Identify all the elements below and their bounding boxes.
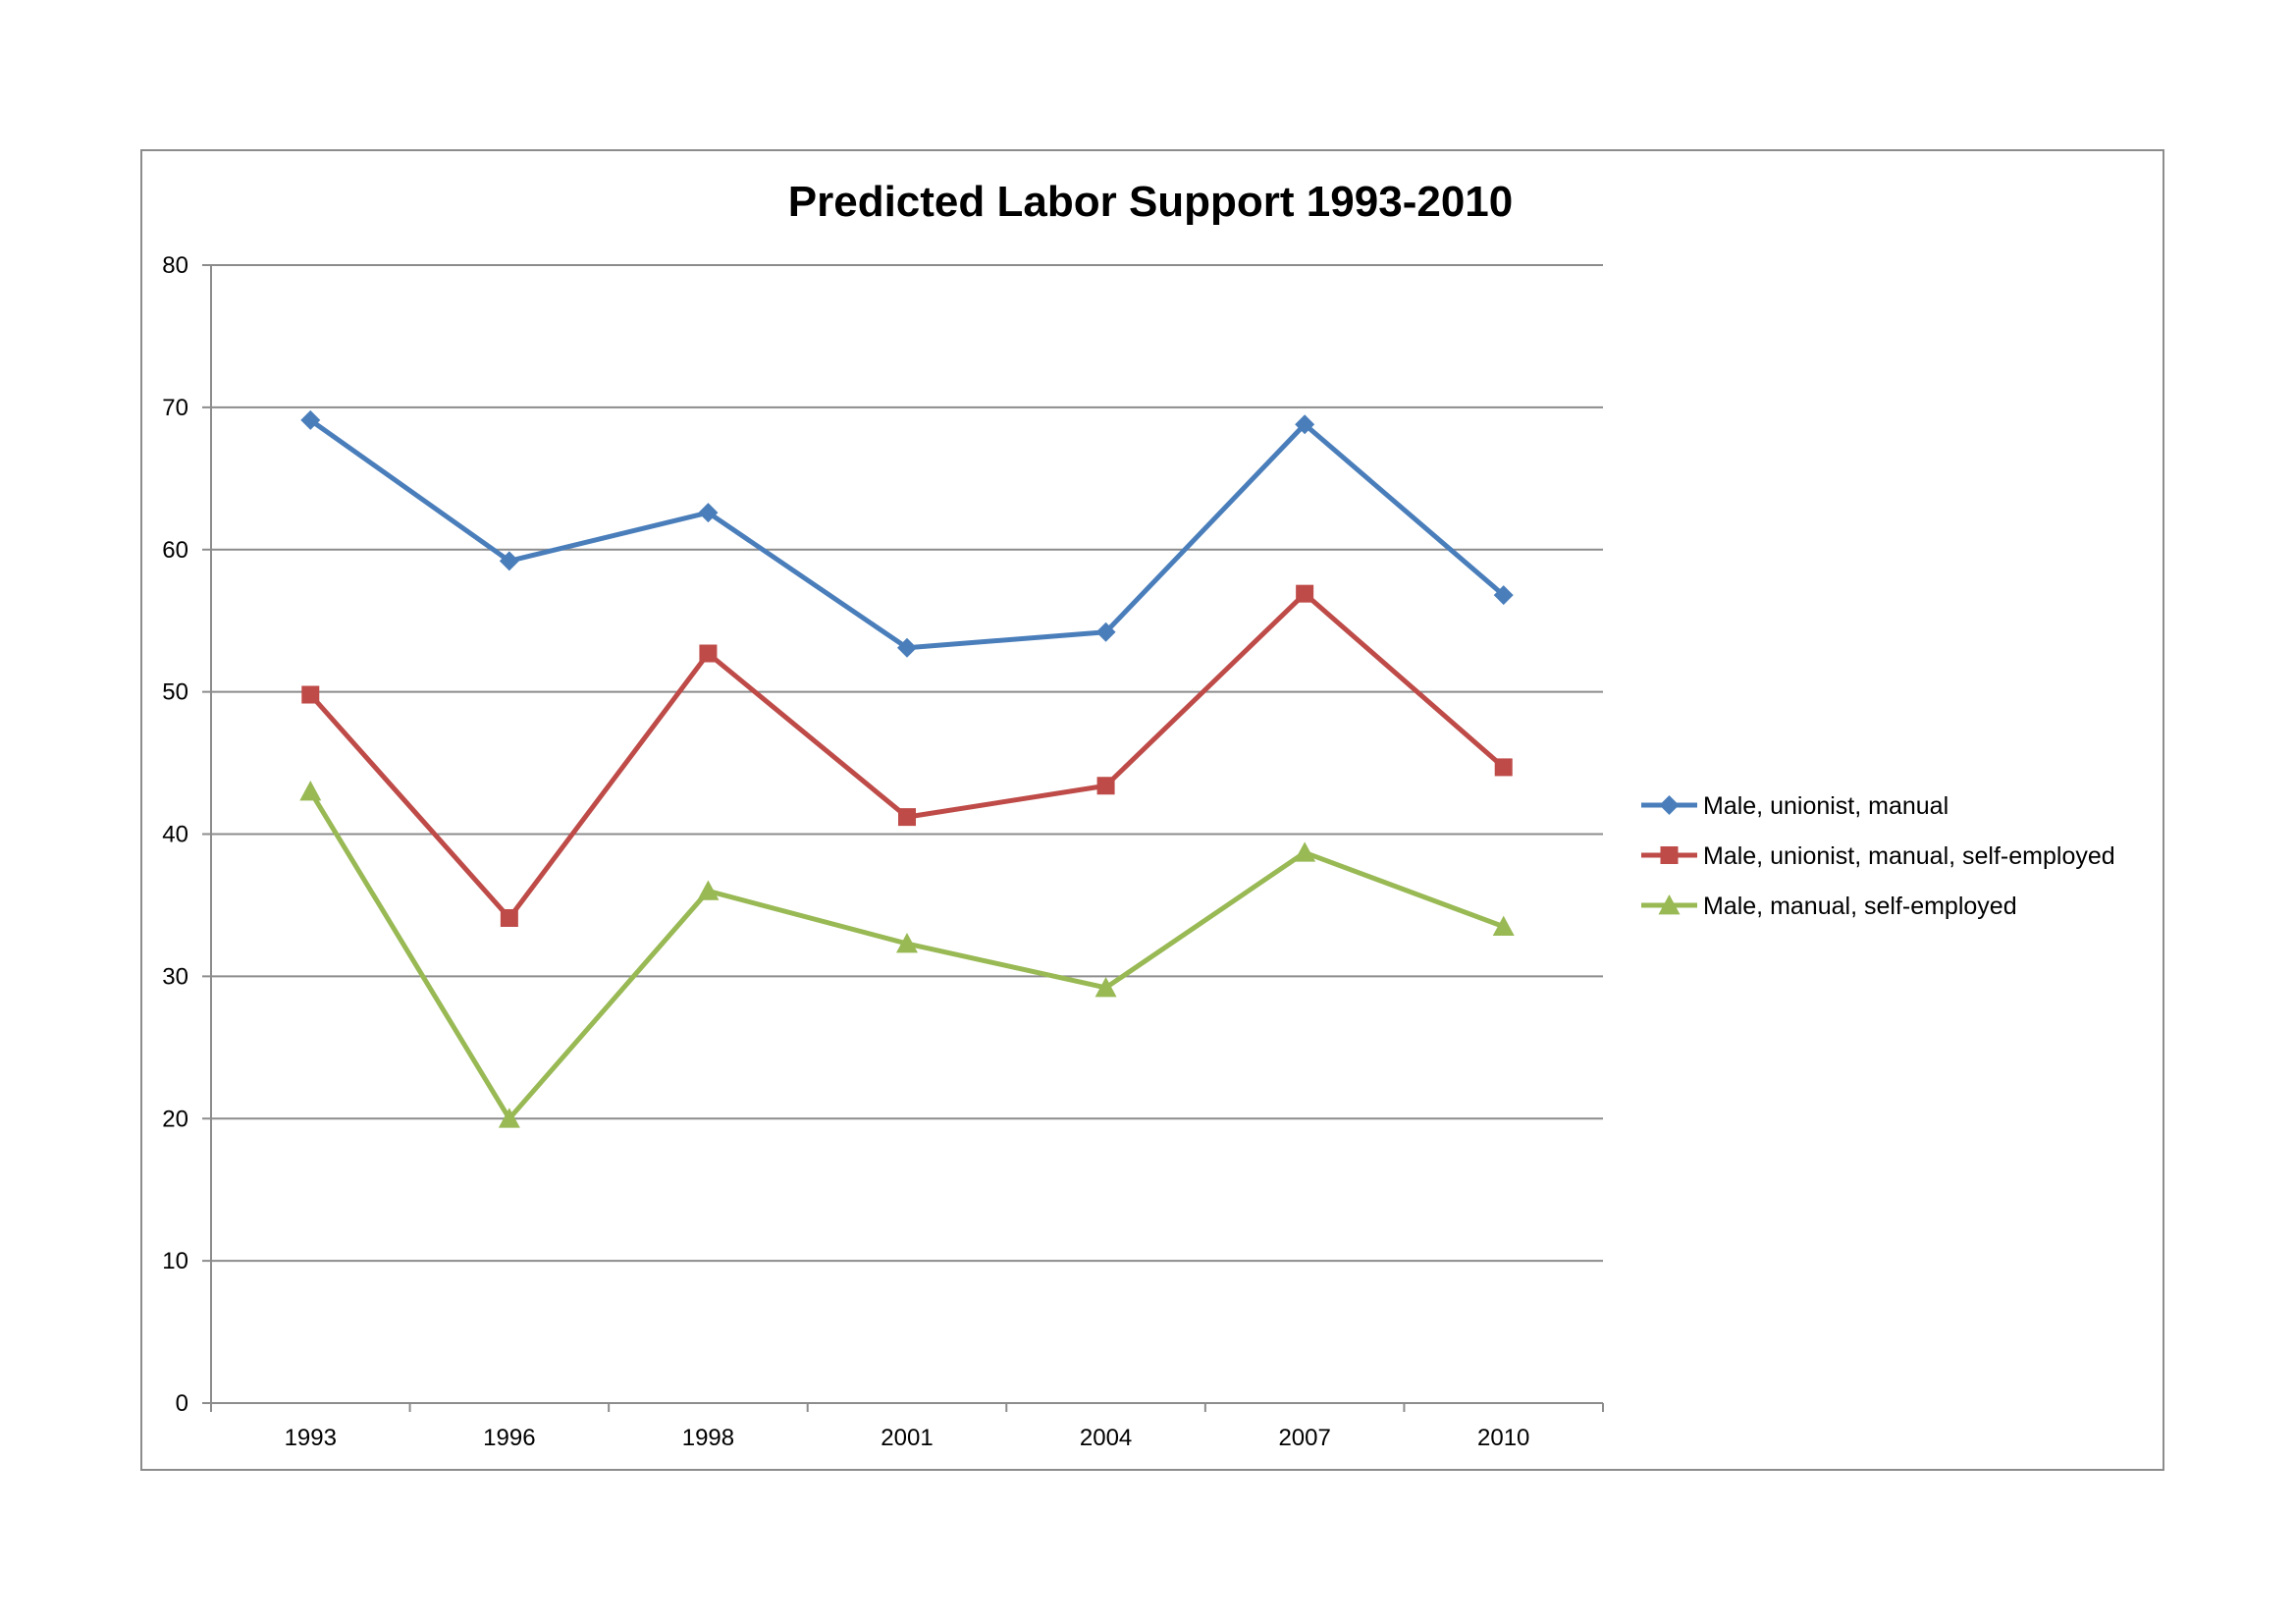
data-point-diamond — [300, 409, 321, 430]
data-point-square — [699, 644, 718, 663]
y-tick-label: 10 — [162, 1248, 188, 1274]
x-tick-label: 1993 — [285, 1425, 337, 1451]
y-tick-label: 0 — [176, 1390, 188, 1417]
data-point-diamond — [1493, 585, 1514, 606]
x-tick-label: 2001 — [881, 1425, 933, 1451]
data-point-triangle — [697, 880, 720, 900]
line-chart: Predicted Labor Support 1993-2010 0 10 20 3… — [162, 178, 2115, 1451]
y-tick-label: 30 — [162, 963, 188, 990]
y-tick-label: 20 — [162, 1106, 188, 1132]
data-point-square — [1494, 758, 1513, 777]
data-point-square — [1096, 777, 1115, 795]
data-point-square — [898, 808, 916, 827]
y-tick-label: 80 — [162, 252, 188, 279]
data-point-square — [1296, 584, 1314, 603]
data-point-triangle — [896, 933, 918, 953]
chart-title: Predicted Labor Support 1993-2010 — [788, 178, 1513, 226]
legend-entry: Male, manual, self-employed — [1641, 893, 2017, 920]
data-point-triangle — [1658, 894, 1681, 915]
data-point-triangle — [1492, 915, 1515, 937]
series-line — [307, 788, 1507, 1121]
data-point-diamond — [1659, 795, 1680, 815]
series-triangle — [299, 781, 1515, 1128]
y-tick-label: 40 — [162, 822, 188, 848]
data-point-square — [500, 908, 518, 927]
data-point-triangle — [1095, 976, 1117, 998]
series-group — [299, 409, 1515, 1128]
y-tick-label: 50 — [162, 679, 188, 706]
data-point-square — [1660, 846, 1679, 864]
x-tick-label: 1998 — [682, 1425, 734, 1451]
data-point-diamond — [1095, 622, 1116, 642]
y-tick-label: 60 — [162, 537, 188, 564]
series-square — [301, 584, 1513, 927]
series-diamond — [300, 409, 1514, 658]
x-tick-label: 2010 — [1477, 1425, 1529, 1451]
data-point-square — [301, 685, 320, 704]
axes: 0 10 20 30 40 50 60 70 80 1993 1996 1998 2001 2004 200… — [162, 252, 1604, 1451]
data-point-triangle — [498, 1108, 520, 1128]
legend: Male, unionist, manual Male, unionist, ma… — [1641, 792, 2115, 920]
data-point-diamond — [1295, 414, 1315, 435]
data-point-triangle — [1294, 841, 1316, 862]
legend-entry: Male, unionist, manual — [1641, 792, 1949, 820]
legend-label: Male, unionist, manual, self-employed — [1703, 842, 2115, 870]
chart-frame: Predicted Labor Support 1993-2010 0 10 20 3… — [140, 149, 2164, 1471]
legend-entry: Male, unionist, manual, self-employed — [1641, 842, 2115, 870]
gridlines — [211, 264, 1603, 1263]
legend-label: Male, manual, self-employed — [1703, 893, 2017, 920]
x-tick-label: 2004 — [1080, 1425, 1132, 1451]
data-point-diamond — [499, 551, 519, 571]
y-tick-label: 70 — [162, 395, 188, 421]
data-point-diamond — [897, 637, 917, 658]
x-tick-label: 2007 — [1278, 1425, 1330, 1451]
data-point-diamond — [698, 503, 719, 523]
x-tick-label: 1996 — [483, 1425, 535, 1451]
legend-label: Male, unionist, manual — [1703, 792, 1949, 820]
data-point-triangle — [299, 781, 322, 801]
